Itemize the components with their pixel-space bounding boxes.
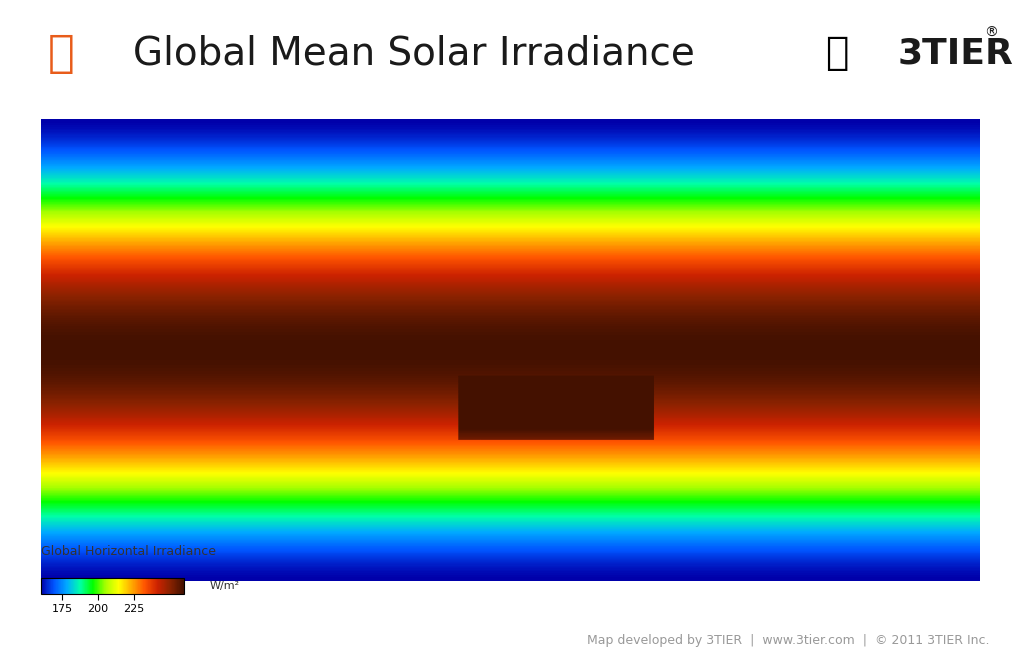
Text: Global Mean Solar Irradiance: Global Mean Solar Irradiance bbox=[132, 34, 694, 73]
Text: W/m²: W/m² bbox=[209, 581, 239, 591]
Text: Map developed by 3TIER  |  www.3tier.com  |  © 2011 3TIER Inc.: Map developed by 3TIER | www.3tier.com |… bbox=[586, 634, 988, 647]
Text: Global Horizontal Irradiance: Global Horizontal Irradiance bbox=[41, 544, 216, 558]
Text: ®: ® bbox=[983, 26, 998, 40]
Text: 🔥: 🔥 bbox=[48, 32, 74, 75]
Text: 🌐: 🌐 bbox=[824, 34, 847, 73]
Text: 3TIER: 3TIER bbox=[897, 36, 1013, 71]
